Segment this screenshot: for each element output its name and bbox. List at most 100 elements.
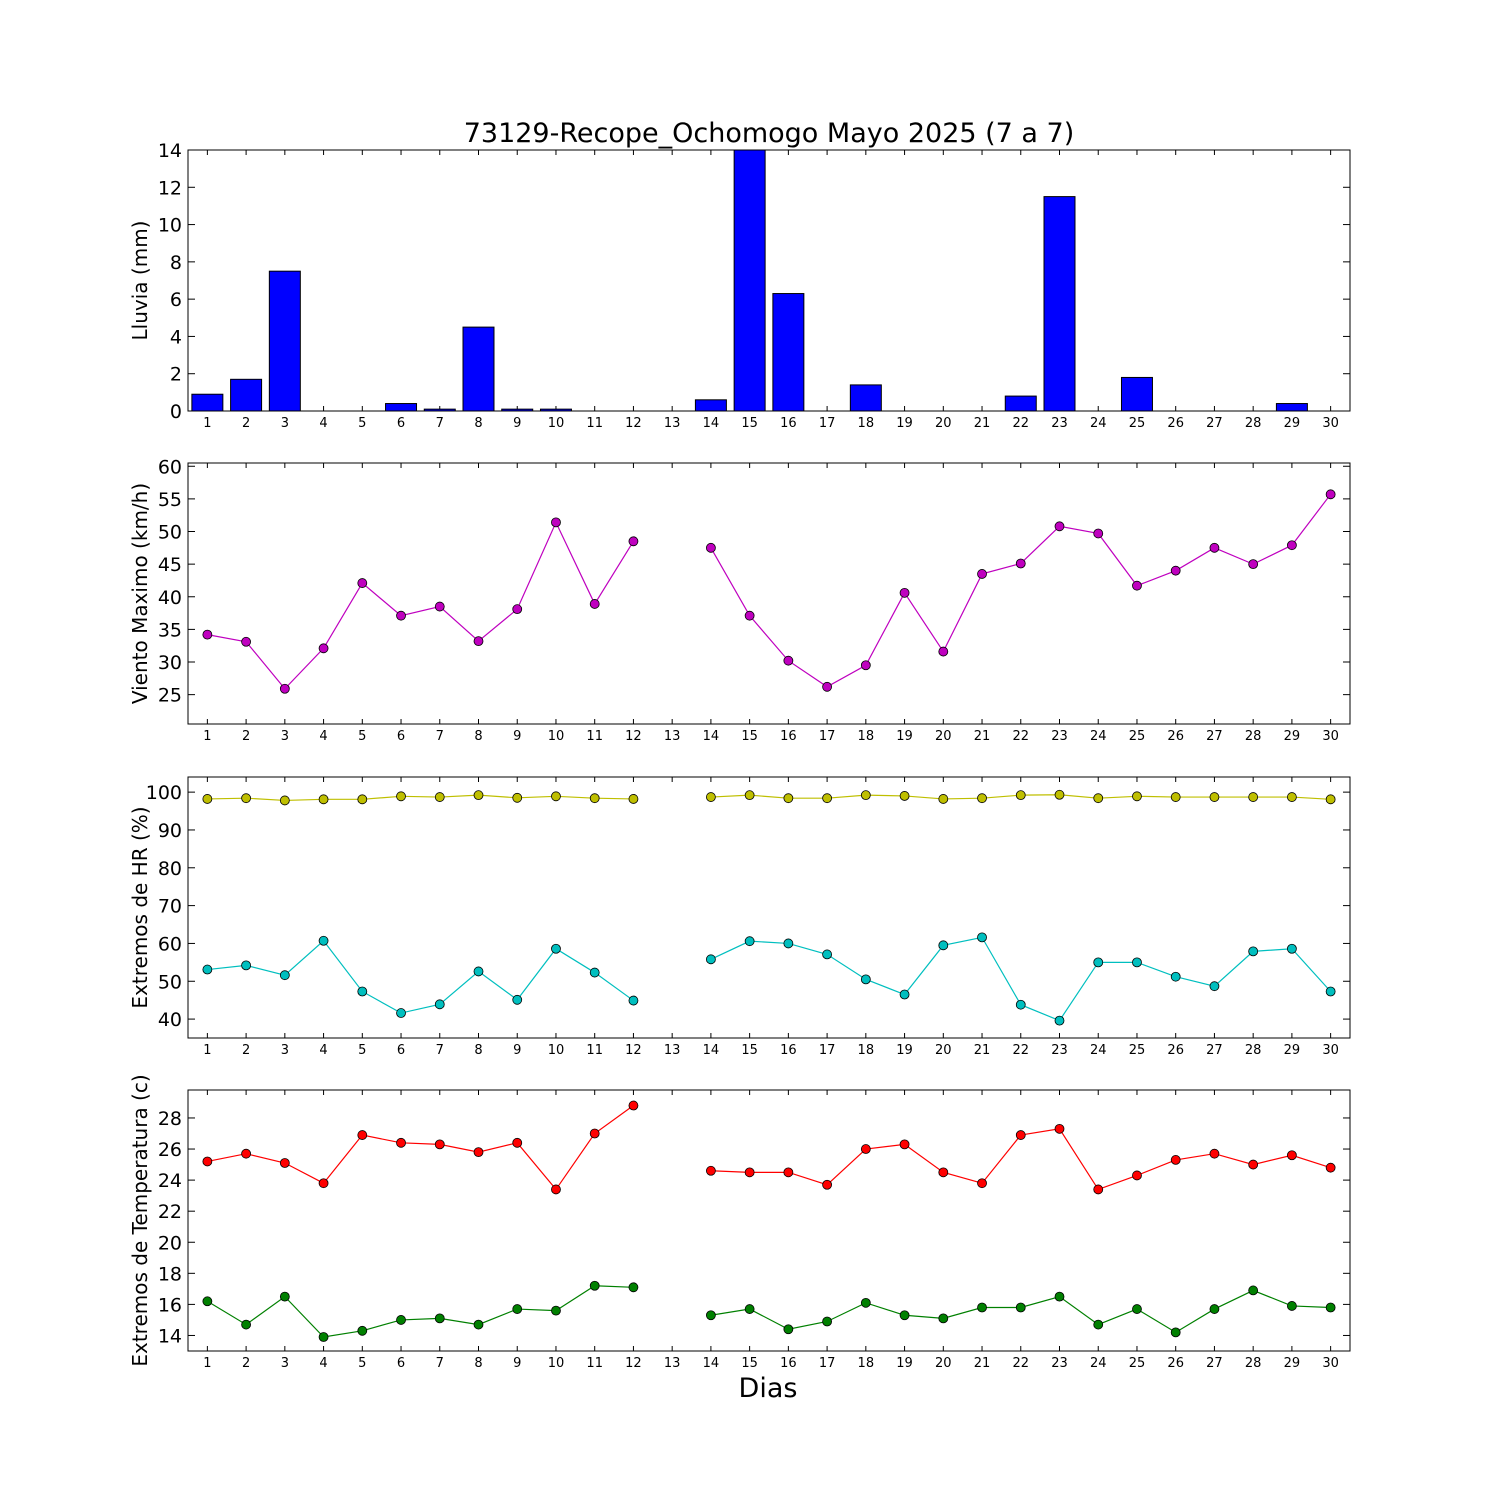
- point-day-9: [512, 1304, 523, 1314]
- point-day-9: [512, 1137, 523, 1148]
- point-day-21: [977, 932, 987, 943]
- x-tick-label: 20: [935, 1356, 952, 1371]
- bar-day-9: [501, 408, 534, 412]
- point-day-10: [551, 517, 561, 528]
- x-tick-label: 20: [935, 416, 952, 431]
- point-day-8: [473, 1319, 484, 1330]
- x-tick-label: 1: [203, 729, 211, 744]
- point-day-25: [1132, 1170, 1142, 1181]
- point-day-3: [279, 1158, 290, 1168]
- point-day-11: [589, 1128, 600, 1139]
- y-tick-label: 50: [158, 522, 182, 544]
- point-day-24: [1093, 957, 1104, 968]
- x-tick-label: 12: [625, 416, 642, 431]
- point-day-21: [977, 1302, 987, 1313]
- point-day-5: [357, 1130, 368, 1140]
- y-tick-label: 60: [158, 456, 182, 478]
- x-tick-label: 3: [281, 1356, 289, 1371]
- x-tick-label: 30: [1322, 416, 1339, 431]
- x-tick-label: 12: [625, 1356, 642, 1371]
- x-tick-label: 25: [1129, 1356, 1146, 1371]
- y-tick-label: 70: [158, 896, 182, 918]
- point-day-27: [1209, 542, 1220, 553]
- point-day-18: [860, 1144, 871, 1154]
- point-day-26: [1170, 1155, 1181, 1165]
- point-day-27: [1209, 981, 1220, 992]
- plot-frame: [187, 149, 1351, 412]
- x-tick-label: 8: [474, 416, 482, 431]
- x-tick-label: 10: [548, 1356, 565, 1371]
- x-tick-label: 14: [703, 416, 720, 431]
- series-line: [710, 493, 1332, 688]
- point-day-14: [706, 1310, 716, 1321]
- x-tick-label: 29: [1284, 1043, 1301, 1058]
- point-day-5: [357, 1325, 368, 1336]
- y-axis-label: Extremos de Temperatura (c): [128, 1074, 152, 1366]
- point-day-8: [473, 966, 484, 977]
- point-day-10: [551, 1184, 561, 1195]
- point-day-30: [1325, 1162, 1336, 1173]
- x-tick-label: 3: [281, 729, 289, 744]
- x-tick-label: 15: [741, 729, 758, 744]
- point-day-5: [357, 794, 368, 805]
- bar-day-10: [539, 408, 572, 412]
- point-day-24: [1093, 1319, 1104, 1330]
- point-day-21: [977, 793, 987, 804]
- x-tick-label: 25: [1129, 1043, 1146, 1058]
- point-day-30: [1325, 489, 1336, 500]
- point-day-14: [706, 954, 716, 965]
- y-axis-label: Lluvia (mm): [128, 221, 152, 341]
- point-day-6: [396, 1137, 406, 1148]
- point-day-7: [434, 601, 445, 612]
- point-day-27: [1209, 792, 1220, 802]
- point-day-16: [783, 1167, 794, 1178]
- x-tick-label: 14: [703, 729, 720, 744]
- x-tick-label: 6: [397, 416, 405, 431]
- x-tick-label: 10: [548, 729, 565, 744]
- point-day-22: [1015, 1302, 1026, 1313]
- point-day-11: [589, 793, 600, 804]
- point-day-18: [860, 660, 871, 671]
- point-day-3: [279, 683, 290, 694]
- point-day-17: [822, 793, 832, 804]
- y-tick-label: 24: [158, 1170, 182, 1192]
- series-line: [207, 794, 634, 802]
- point-day-19: [899, 989, 910, 1000]
- x-tick-label: 23: [1051, 1356, 1068, 1371]
- point-day-7: [434, 1313, 445, 1324]
- point-day-30: [1325, 794, 1336, 805]
- point-day-27: [1209, 1148, 1220, 1159]
- bar-day-2: [230, 378, 263, 412]
- y-tick-label: 55: [158, 489, 182, 511]
- x-tick-label: 22: [1012, 1356, 1029, 1371]
- point-day-19: [899, 1139, 910, 1150]
- x-tick-label: 20: [935, 729, 952, 744]
- point-day-1: [202, 964, 213, 975]
- plot-frame: [187, 462, 1351, 725]
- point-day-11: [589, 599, 600, 609]
- x-tick-label: 12: [625, 729, 642, 744]
- point-day-29: [1287, 1150, 1297, 1161]
- x-tick-label: 4: [319, 729, 327, 744]
- x-tick-label: 30: [1322, 729, 1339, 744]
- bar-day-22: [1004, 395, 1037, 412]
- bar-day-3: [268, 270, 301, 412]
- x-tick-label: 15: [741, 1356, 758, 1371]
- point-day-16: [783, 793, 794, 804]
- x-tick-label: 18: [858, 1356, 875, 1371]
- point-day-25: [1132, 791, 1142, 802]
- point-day-18: [860, 974, 871, 985]
- point-day-26: [1170, 792, 1181, 802]
- y-tick-label: 18: [158, 1263, 182, 1285]
- point-day-9: [512, 994, 523, 1005]
- point-day-23: [1054, 521, 1065, 532]
- point-day-23: [1054, 1123, 1065, 1134]
- point-day-4: [318, 935, 329, 946]
- x-tick-label: 16: [780, 729, 797, 744]
- x-tick-label: 24: [1090, 729, 1107, 744]
- point-day-7: [434, 792, 445, 802]
- x-tick-label: 1: [203, 1043, 211, 1058]
